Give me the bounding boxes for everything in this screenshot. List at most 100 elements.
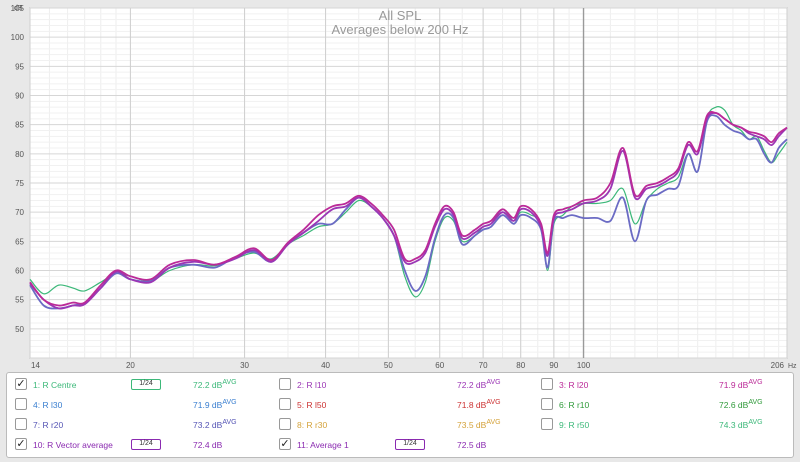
legend-average-value: 72.2 dB [457, 380, 487, 390]
y-tick-label: 105 [11, 4, 25, 13]
legend-average-value: 72.6 dB [719, 400, 749, 410]
legend-average: 72.5 dB [457, 434, 486, 456]
legend-average-value: 74.3 dB [719, 420, 749, 430]
series-line-magenta [29, 111, 788, 307]
legend-label: 5: R l50 [297, 400, 327, 410]
legend-row: 7: R r20 73.2 dBAVG 8: R r30 73.5 dBAVG 9: R… [7, 414, 793, 436]
legend-label: 8: R r30 [297, 420, 328, 430]
legend-checkbox[interactable] [279, 378, 291, 390]
legend-checkbox[interactable] [541, 378, 553, 390]
legend-checkbox[interactable]: ✓ [15, 438, 27, 450]
y-tick-label: 75 [15, 179, 24, 188]
plot-area: 50 55 60 65 70 75 80 85 90 95 100 105 14 20 30 40 50 60 70… [10, 4, 798, 370]
smoothing-badge[interactable]: 1/24 [131, 379, 161, 390]
y-tick-label: 80 [15, 150, 24, 159]
legend-item: 2: R l10 72.2 dBAVG [277, 374, 527, 396]
legend-average-tag: AVG [222, 419, 237, 426]
y-tick-label: 100 [11, 33, 25, 42]
legend-checkbox[interactable] [15, 398, 27, 410]
x-tick-label: 90 [549, 361, 558, 370]
legend-item: 6: R r10 72.6 dBAVG [539, 394, 789, 416]
legend-average: 74.3 dBAVG [719, 414, 763, 436]
legend-average-tag: AVG [222, 399, 237, 406]
legend-average: 72.4 dB [193, 434, 222, 456]
legend-average-tag: AVG [222, 379, 237, 386]
legend-row: 4: R l30 71.9 dBAVG 5: R l50 71.8 dBAVG 6: R… [7, 394, 793, 416]
y-tick-label: 60 [15, 267, 24, 276]
legend-item: ✓ 11: Average 1 1/24 72.5 dB [277, 434, 527, 456]
x-tick-label: 100 [577, 361, 591, 370]
legend-average-tag: AVG [486, 419, 501, 426]
legend-row: ✓ 10: R Vector average 1/24 72.4 dB ✓ 11: Ave… [7, 434, 793, 456]
legend-average: 71.8 dBAVG [457, 394, 501, 416]
legend-average-tag: AVG [486, 399, 501, 406]
legend-average: 72.6 dBAVG [719, 394, 763, 416]
x-tick-label: 40 [321, 361, 330, 370]
legend-label: 3: R l20 [559, 380, 589, 390]
legend-row: ✓ 1: R Centre 1/24 72.2 dBAVG 2: R l10 72.2 d… [7, 374, 793, 396]
legend-average: 72.2 dBAVG [193, 374, 237, 396]
legend-checkbox[interactable]: ✓ [279, 438, 291, 450]
legend-label: 9: R r50 [559, 420, 590, 430]
legend-item: 9: R r50 74.3 dBAVG [539, 414, 789, 436]
legend-item: 5: R l50 71.8 dBAVG [277, 394, 527, 416]
legend-label: 4: R l30 [33, 400, 63, 410]
legend-average: 73.2 dBAVG [193, 414, 237, 436]
legend-label: 7: R r20 [33, 420, 64, 430]
x-tick-label: 14 [31, 361, 40, 370]
chart-subtitle: Averages below 200 Hz [331, 22, 468, 37]
smoothing-badge[interactable]: 1/24 [395, 439, 425, 450]
legend-checkbox[interactable] [15, 418, 27, 430]
smoothing-badge[interactable]: 1/24 [131, 439, 161, 450]
legend-checkbox[interactable] [279, 418, 291, 430]
x-tick-label: 30 [240, 361, 249, 370]
legend-average-tag: AVG [748, 399, 763, 406]
y-tick-label: 50 [15, 325, 24, 334]
x-tick-label: 60 [435, 361, 444, 370]
legend-average-value: 72.2 dB [193, 380, 223, 390]
legend-item: 8: R r30 73.5 dBAVG [277, 414, 527, 436]
legend-label: 11: Average 1 [297, 440, 349, 450]
y-unit-label: dB [14, 5, 23, 12]
legend-item: 7: R r20 73.2 dBAVG [13, 414, 263, 436]
legend-item: ✓ 10: R Vector average 1/24 72.4 dB [13, 434, 263, 456]
x-tick-label: 50 [384, 361, 393, 370]
legend-label: 2: R l10 [297, 380, 327, 390]
legend-average-value: 73.5 dB [457, 420, 487, 430]
legend-average-tag: AVG [748, 379, 763, 386]
legend-average: 73.5 dBAVG [457, 414, 501, 436]
legend-average: 72.2 dBAVG [457, 374, 501, 396]
y-tick-label: 90 [15, 92, 24, 101]
chart-title: All SPL [379, 8, 422, 23]
legend-average-tag: AVG [486, 379, 501, 386]
legend-item: ✓ 1: R Centre 1/24 72.2 dBAVG [13, 374, 263, 396]
legend-average-value: 71.8 dB [457, 400, 487, 410]
legend-average-value: 71.9 dB [719, 380, 749, 390]
y-tick-label: 70 [15, 208, 24, 217]
legend-average: 71.9 dBAVG [193, 394, 237, 416]
y-tick-label: 85 [15, 121, 24, 130]
legend-label: 1: R Centre [33, 380, 77, 390]
legend-average-value: 71.9 dB [193, 400, 223, 410]
legend-checkbox[interactable]: ✓ [15, 378, 27, 390]
legend-average-value: 72.4 dB [193, 440, 223, 450]
legend-checkbox[interactable] [541, 418, 553, 430]
x-unit-label: Hz [788, 363, 797, 370]
legend-average-value: 72.5 dB [457, 440, 487, 450]
legend-label: 6: R r10 [559, 400, 590, 410]
y-tick-label: 55 [15, 296, 24, 305]
x-tick-label: 80 [516, 361, 525, 370]
legend-panel: ✓ 1: R Centre 1/24 72.2 dBAVG 2: R l10 72.2 d… [6, 372, 794, 458]
legend-checkbox[interactable] [279, 398, 291, 410]
legend-item: 3: R l20 71.9 dBAVG [539, 374, 789, 396]
legend-checkbox[interactable] [541, 398, 553, 410]
x-tick-label: 20 [126, 361, 135, 370]
y-tick-label: 65 [15, 237, 24, 246]
legend-item: 4: R l30 71.9 dBAVG [13, 394, 263, 416]
spl-chart: 50 55 60 65 70 75 80 85 90 95 100 105 14 20 30 40 50 60 70… [10, 4, 798, 370]
legend-average: 71.9 dBAVG [719, 374, 763, 396]
legend-average-tag: AVG [748, 419, 763, 426]
x-tick-label: 70 [479, 361, 488, 370]
x-tick-label: 206 [771, 361, 785, 370]
legend-average-value: 73.2 dB [193, 420, 223, 430]
